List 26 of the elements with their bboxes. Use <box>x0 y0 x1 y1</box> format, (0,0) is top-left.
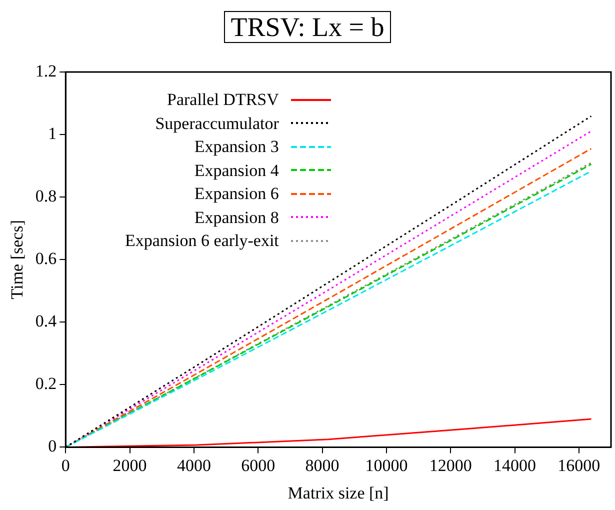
legend-label: Parallel DTRSV <box>167 89 279 111</box>
legend-label: Expansion 4 <box>194 160 279 182</box>
x-axis-title: Matrix size [n] <box>288 483 389 502</box>
legend-label: Superaccumulator <box>155 112 279 135</box>
x-tick-label: 12000 <box>429 456 472 475</box>
legend-label: Expansion 3 <box>194 136 279 158</box>
y-tick-label: 0.4 <box>35 312 58 331</box>
x-tick-label: 4000 <box>176 456 211 475</box>
chart-title: TRSV: Lx = b <box>224 11 392 43</box>
x-tick-label: 6000 <box>241 456 276 475</box>
legend-label: Expansion 6 early-exit <box>125 230 279 252</box>
y-tick-label: 1 <box>48 124 57 143</box>
x-tick-label: 0 <box>61 456 70 475</box>
x-tick-label: 16000 <box>558 456 600 475</box>
y-axis-title: Time [secs] <box>8 220 27 300</box>
y-tick-label: 0.2 <box>35 374 57 394</box>
x-tick-label: 8000 <box>305 456 340 475</box>
y-tick-label: 0.6 <box>35 249 57 268</box>
x-tick-label: 14000 <box>494 456 536 475</box>
y-tick-label: 0.8 <box>35 186 57 206</box>
y-tick-label: 1.2 <box>35 61 57 80</box>
x-tick-label: 2000 <box>112 456 147 475</box>
y-tick-label: 0 <box>48 436 57 456</box>
legend-label: Expansion 8 <box>194 206 279 229</box>
legend-label: Expansion 6 <box>194 183 279 205</box>
x-tick-label: 10000 <box>365 456 408 475</box>
